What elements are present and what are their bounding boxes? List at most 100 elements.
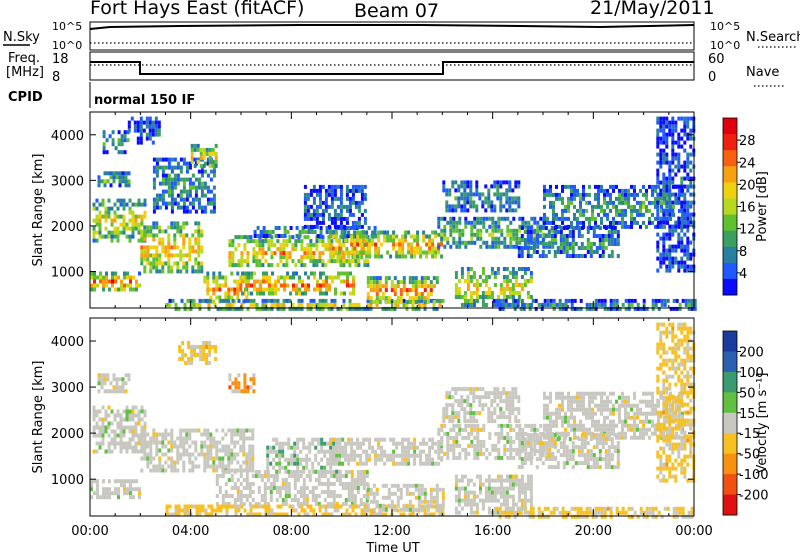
velocity-cell [266, 445, 270, 450]
power-cell [164, 253, 168, 258]
velocity-cell [95, 441, 99, 446]
power-cell [461, 228, 465, 233]
velocity-cell [366, 487, 370, 492]
velocity-cell [146, 464, 150, 469]
power-cell [167, 225, 171, 230]
power-cell [671, 256, 675, 261]
power-cell [381, 306, 385, 311]
power-cell [466, 303, 470, 307]
velocity-cell [335, 469, 339, 474]
velocity-cell [170, 428, 174, 433]
power-cell [435, 276, 439, 281]
velocity-cell [287, 486, 291, 490]
power-cell [378, 300, 382, 305]
power-cell [534, 298, 538, 303]
power-cell [505, 188, 509, 193]
power-cell [143, 257, 147, 262]
velocity-cell [482, 423, 486, 428]
velocity-cell [219, 504, 223, 509]
power-cell [689, 192, 693, 197]
velocity-cell [199, 357, 203, 361]
velocity-cell [290, 453, 294, 458]
power-cell [609, 184, 612, 189]
power-cell [327, 239, 331, 244]
power-cell [478, 196, 482, 201]
power-cell [660, 200, 663, 205]
power-cell [128, 210, 132, 215]
velocity-cell [473, 447, 477, 452]
power-cell [244, 287, 247, 292]
power-cell [338, 250, 342, 255]
power-cell [656, 244, 660, 249]
velocity-cell [224, 464, 228, 469]
power-cell [508, 188, 512, 193]
power-cell [496, 303, 500, 307]
power-cell [95, 214, 99, 219]
power-cell [472, 204, 476, 209]
velocity-cell [413, 437, 417, 442]
power-cell [544, 234, 548, 238]
power-cell [318, 259, 322, 264]
power-cell [154, 120, 158, 125]
power-cell [668, 200, 672, 205]
velocity-cell [92, 405, 96, 410]
power-cell [665, 116, 669, 121]
velocity-cell [177, 512, 181, 517]
power-colorbar-swatch [723, 198, 737, 216]
power-cell [161, 169, 165, 174]
power-cell [624, 192, 627, 197]
velocity-cell [188, 432, 192, 437]
power-cell [606, 216, 609, 221]
power-cell [662, 120, 666, 125]
velocity-cell [308, 445, 312, 450]
power-cell [517, 291, 521, 295]
velocity-cell [245, 460, 249, 465]
velocity-cell [473, 443, 477, 448]
power-cell [208, 159, 212, 164]
velocity-cell [458, 455, 462, 460]
power-cell [591, 204, 594, 209]
power-cell [671, 212, 675, 217]
velocity-cell [515, 447, 519, 452]
power-cell [680, 216, 684, 221]
power-cell [188, 189, 192, 194]
power-cell [301, 279, 304, 284]
power-cell [496, 192, 500, 197]
velocity-cell [302, 469, 306, 474]
power-cell [359, 234, 363, 239]
power-cell [164, 245, 168, 250]
power-cell [592, 250, 596, 254]
power-cell [656, 216, 660, 221]
power-cell [446, 220, 450, 225]
power-cell [413, 254, 417, 259]
velocity-cell [239, 502, 243, 506]
power-cell [656, 132, 660, 137]
power-cell [170, 169, 174, 174]
power-cell [288, 298, 292, 303]
power-cell [549, 192, 552, 197]
velocity-cell [392, 461, 396, 466]
power-cell [128, 238, 132, 243]
power-cell [252, 239, 256, 244]
velocity-cell [311, 498, 315, 502]
power-cell [502, 291, 506, 295]
power-cell [262, 279, 265, 284]
power-cell [149, 245, 153, 250]
power-cell [426, 300, 430, 305]
power-cell [686, 224, 690, 229]
velocity-cell [329, 502, 333, 506]
power-cell [170, 177, 174, 182]
power-cell [607, 230, 611, 234]
power-cell [449, 216, 453, 221]
power-cell [340, 279, 343, 284]
power-cell [315, 224, 319, 229]
power-cell [101, 202, 105, 207]
velocity-cell [221, 448, 225, 453]
power-cell [541, 226, 545, 230]
velocity-cell [446, 447, 450, 452]
velocity-cell [260, 474, 264, 478]
power-cell [139, 128, 143, 133]
velocity-cell [95, 413, 99, 418]
velocity-cell [236, 460, 240, 465]
power-cell [576, 220, 579, 225]
